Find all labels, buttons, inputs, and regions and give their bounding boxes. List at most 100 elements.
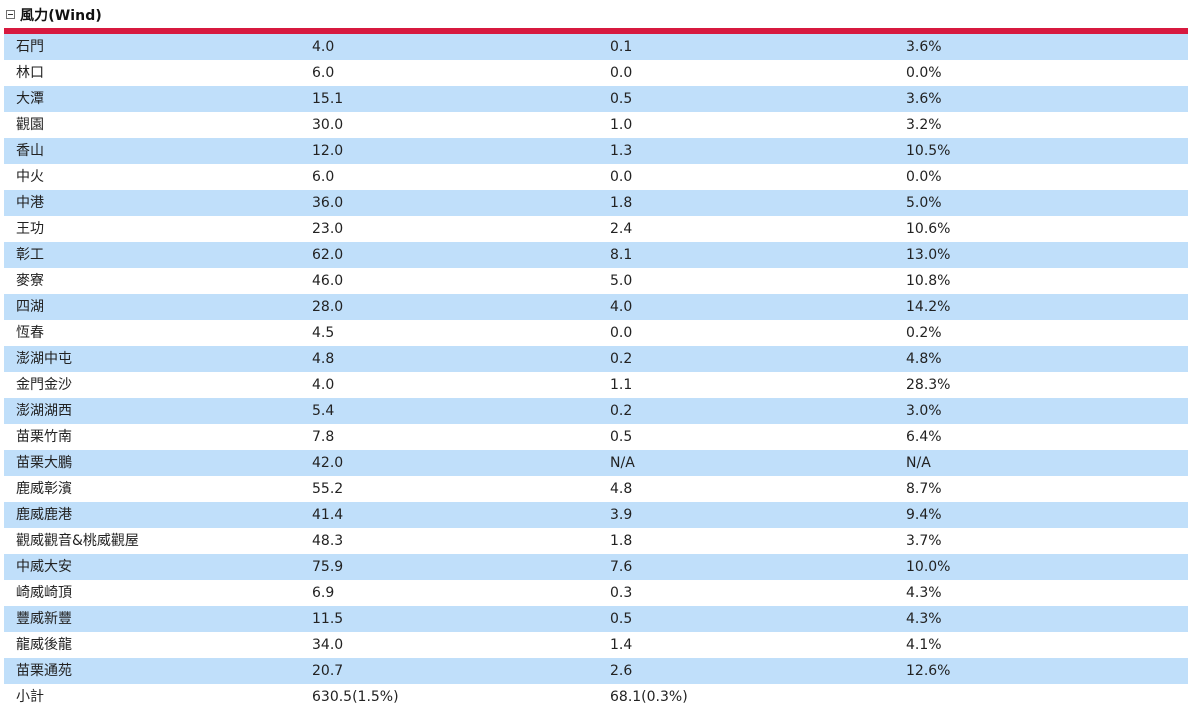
- value-cell-2: 0.2: [610, 398, 906, 424]
- value-cell-2: 2.6: [610, 658, 906, 684]
- table-row: 中火 6.0 0.0 0.0%: [4, 164, 1188, 190]
- table-row: 苗栗通苑 20.7 2.6 12.6%: [4, 658, 1188, 684]
- wind-power-table: 石門 4.0 0.1 3.6% 林口 6.0 0.0 0.0% 大潭 15.1 0.5 3.6% 觀園 3…: [4, 34, 1188, 710]
- table-row: 澎湖湖西 5.4 0.2 3.0%: [4, 398, 1188, 424]
- station-name-cell: 林口: [4, 60, 312, 86]
- station-name-cell: 鹿威彰濱: [4, 476, 312, 502]
- value-cell-3: 10.6%: [906, 216, 1188, 242]
- value-cell-1: 36.0: [312, 190, 610, 216]
- value-cell-3: 10.8%: [906, 268, 1188, 294]
- subtotal-row: 小計 630.5(1.5%) 68.1(0.3%): [4, 684, 1188, 710]
- station-name-cell: 麥寮: [4, 268, 312, 294]
- value-cell-1: 20.7: [312, 658, 610, 684]
- value-cell-1: 41.4: [312, 502, 610, 528]
- value-cell-3: 3.2%: [906, 112, 1188, 138]
- value-cell-1: 75.9: [312, 554, 610, 580]
- value-cell-2: 7.6: [610, 554, 906, 580]
- station-name-cell: 鹿威鹿港: [4, 502, 312, 528]
- value-cell-1: 6.0: [312, 60, 610, 86]
- value-cell-3: 0.0%: [906, 60, 1188, 86]
- value-cell-3: 0.0%: [906, 164, 1188, 190]
- value-cell-1: 34.0: [312, 632, 610, 658]
- table-row: 麥寮 46.0 5.0 10.8%: [4, 268, 1188, 294]
- station-name-cell: 彰工: [4, 242, 312, 268]
- value-cell-2: 0.3: [610, 580, 906, 606]
- station-name-cell: 龍威後龍: [4, 632, 312, 658]
- value-cell-2: 1.3: [610, 138, 906, 164]
- value-cell-3: 28.3%: [906, 372, 1188, 398]
- station-name-cell: 王功: [4, 216, 312, 242]
- value-cell-3: 0.2%: [906, 320, 1188, 346]
- value-cell-3: 14.2%: [906, 294, 1188, 320]
- table-row: 彰工 62.0 8.1 13.0%: [4, 242, 1188, 268]
- station-name-cell: 苗栗竹南: [4, 424, 312, 450]
- value-cell-2: 4.8: [610, 476, 906, 502]
- value-cell-3: 9.4%: [906, 502, 1188, 528]
- table-row: 四湖 28.0 4.0 14.2%: [4, 294, 1188, 320]
- value-cell-3: 3.0%: [906, 398, 1188, 424]
- station-name-cell: 豐威新豐: [4, 606, 312, 632]
- table-row: 澎湖中屯 4.8 0.2 4.8%: [4, 346, 1188, 372]
- table-row: 苗栗大鵬 42.0 N/A N/A: [4, 450, 1188, 476]
- section-title: 風力(Wind): [20, 8, 102, 24]
- station-name-cell: 大潭: [4, 86, 312, 112]
- value-cell-2: 1.1: [610, 372, 906, 398]
- value-cell-1: 46.0: [312, 268, 610, 294]
- value-cell-2: 8.1: [610, 242, 906, 268]
- value-cell-1: 30.0: [312, 112, 610, 138]
- table-row: 鹿威彰濱 55.2 4.8 8.7%: [4, 476, 1188, 502]
- value-cell-2: 1.4: [610, 632, 906, 658]
- section-header: 風力(Wind): [0, 0, 1188, 28]
- value-cell-3: 4.3%: [906, 580, 1188, 606]
- value-cell-2: 1.8: [610, 190, 906, 216]
- station-name-cell: 觀園: [4, 112, 312, 138]
- accent-divider: [4, 28, 1188, 34]
- station-name-cell: 苗栗通苑: [4, 658, 312, 684]
- table-row: 石門 4.0 0.1 3.6%: [4, 34, 1188, 60]
- station-name-cell: 崎威崎頂: [4, 580, 312, 606]
- value-cell-2: 0.5: [610, 606, 906, 632]
- value-cell-1: 4.0: [312, 372, 610, 398]
- value-cell-1: 6.0: [312, 164, 610, 190]
- table-row: 觀威觀音&桃威觀屋 48.3 1.8 3.7%: [4, 528, 1188, 554]
- station-name-cell: 石門: [4, 34, 312, 60]
- value-cell-2: 3.9: [610, 502, 906, 528]
- value-cell-2: 0.5: [610, 424, 906, 450]
- value-cell-2: 0.0: [610, 164, 906, 190]
- value-cell-3: 4.8%: [906, 346, 1188, 372]
- value-cell-1: 62.0: [312, 242, 610, 268]
- value-cell-2: 0.1: [610, 34, 906, 60]
- value-cell-1: 4.8: [312, 346, 610, 372]
- value-cell-3: 4.1%: [906, 632, 1188, 658]
- value-cell-1: 28.0: [312, 294, 610, 320]
- subtotal-label: 小計: [4, 684, 312, 710]
- table-row: 中港 36.0 1.8 5.0%: [4, 190, 1188, 216]
- value-cell-3: 3.7%: [906, 528, 1188, 554]
- value-cell-1: 42.0: [312, 450, 610, 476]
- value-cell-2: 0.2: [610, 346, 906, 372]
- value-cell-2: N/A: [610, 450, 906, 476]
- value-cell-2: 1.0: [610, 112, 906, 138]
- value-cell-2: 0.5: [610, 86, 906, 112]
- value-cell-3: 4.3%: [906, 606, 1188, 632]
- station-name-cell: 中港: [4, 190, 312, 216]
- table-row: 王功 23.0 2.4 10.6%: [4, 216, 1188, 242]
- value-cell-3: N/A: [906, 450, 1188, 476]
- value-cell-2: 0.0: [610, 320, 906, 346]
- value-cell-2: 0.0: [610, 60, 906, 86]
- station-name-cell: 中火: [4, 164, 312, 190]
- table-row: 鹿威鹿港 41.4 3.9 9.4%: [4, 502, 1188, 528]
- table-row: 金門金沙 4.0 1.1 28.3%: [4, 372, 1188, 398]
- minus-box-icon[interactable]: [6, 10, 15, 19]
- subtotal-value-2: 68.1(0.3%): [610, 684, 906, 710]
- value-cell-3: 13.0%: [906, 242, 1188, 268]
- value-cell-1: 48.3: [312, 528, 610, 554]
- value-cell-1: 4.0: [312, 34, 610, 60]
- value-cell-3: 10.5%: [906, 138, 1188, 164]
- station-name-cell: 苗栗大鵬: [4, 450, 312, 476]
- station-name-cell: 香山: [4, 138, 312, 164]
- value-cell-3: 8.7%: [906, 476, 1188, 502]
- table-row: 苗栗竹南 7.8 0.5 6.4%: [4, 424, 1188, 450]
- value-cell-1: 6.9: [312, 580, 610, 606]
- table-row: 觀園 30.0 1.0 3.2%: [4, 112, 1188, 138]
